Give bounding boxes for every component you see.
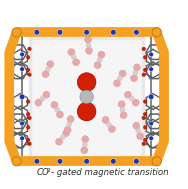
Ellipse shape bbox=[152, 157, 161, 166]
Ellipse shape bbox=[149, 136, 153, 141]
Ellipse shape bbox=[102, 116, 109, 123]
Ellipse shape bbox=[82, 142, 87, 147]
Ellipse shape bbox=[149, 52, 153, 57]
Ellipse shape bbox=[60, 135, 65, 140]
Ellipse shape bbox=[45, 67, 50, 72]
Ellipse shape bbox=[118, 101, 125, 108]
Ellipse shape bbox=[148, 94, 154, 100]
Ellipse shape bbox=[28, 73, 31, 77]
Ellipse shape bbox=[114, 80, 121, 87]
Ellipse shape bbox=[55, 107, 60, 112]
Ellipse shape bbox=[81, 147, 88, 154]
Ellipse shape bbox=[108, 125, 115, 132]
Ellipse shape bbox=[26, 100, 30, 103]
Ellipse shape bbox=[142, 47, 146, 51]
Ellipse shape bbox=[117, 76, 122, 81]
Ellipse shape bbox=[133, 64, 140, 71]
Ellipse shape bbox=[34, 29, 40, 35]
Ellipse shape bbox=[20, 67, 24, 71]
Ellipse shape bbox=[56, 111, 64, 118]
Ellipse shape bbox=[80, 90, 93, 104]
Ellipse shape bbox=[142, 73, 146, 77]
Ellipse shape bbox=[26, 112, 30, 116]
Ellipse shape bbox=[143, 138, 147, 142]
Ellipse shape bbox=[133, 122, 140, 129]
Ellipse shape bbox=[82, 136, 89, 143]
Ellipse shape bbox=[120, 112, 127, 119]
Ellipse shape bbox=[143, 125, 147, 129]
Ellipse shape bbox=[71, 55, 76, 60]
Ellipse shape bbox=[68, 49, 75, 56]
Ellipse shape bbox=[55, 138, 63, 145]
Ellipse shape bbox=[26, 125, 30, 129]
Ellipse shape bbox=[20, 121, 24, 126]
Ellipse shape bbox=[106, 122, 111, 127]
Ellipse shape bbox=[20, 136, 24, 141]
Ellipse shape bbox=[137, 133, 144, 140]
Ellipse shape bbox=[47, 60, 54, 68]
Ellipse shape bbox=[86, 43, 91, 48]
Ellipse shape bbox=[120, 107, 125, 112]
Ellipse shape bbox=[73, 59, 80, 66]
Ellipse shape bbox=[43, 91, 50, 98]
Ellipse shape bbox=[84, 159, 89, 164]
Ellipse shape bbox=[42, 71, 49, 78]
Ellipse shape bbox=[12, 28, 21, 37]
Ellipse shape bbox=[85, 47, 92, 54]
Ellipse shape bbox=[152, 28, 161, 37]
Ellipse shape bbox=[124, 91, 131, 98]
Ellipse shape bbox=[111, 159, 116, 164]
Ellipse shape bbox=[98, 51, 105, 58]
Ellipse shape bbox=[64, 126, 71, 133]
Ellipse shape bbox=[143, 100, 147, 103]
FancyBboxPatch shape bbox=[30, 38, 143, 158]
Ellipse shape bbox=[77, 102, 96, 121]
Ellipse shape bbox=[143, 112, 147, 116]
Text: CO: CO bbox=[37, 168, 50, 177]
Ellipse shape bbox=[19, 94, 25, 100]
Ellipse shape bbox=[28, 116, 31, 120]
Ellipse shape bbox=[134, 159, 139, 164]
Ellipse shape bbox=[84, 29, 89, 35]
Ellipse shape bbox=[142, 142, 146, 146]
Ellipse shape bbox=[26, 56, 30, 59]
Ellipse shape bbox=[142, 116, 146, 120]
Ellipse shape bbox=[26, 138, 30, 142]
Ellipse shape bbox=[35, 99, 42, 106]
Ellipse shape bbox=[143, 68, 147, 72]
Ellipse shape bbox=[57, 159, 63, 164]
Ellipse shape bbox=[20, 52, 24, 57]
Ellipse shape bbox=[97, 57, 102, 63]
Ellipse shape bbox=[94, 62, 101, 69]
Ellipse shape bbox=[132, 99, 139, 106]
Ellipse shape bbox=[134, 29, 139, 35]
Ellipse shape bbox=[12, 157, 21, 166]
Ellipse shape bbox=[40, 96, 45, 101]
Ellipse shape bbox=[149, 121, 153, 126]
Ellipse shape bbox=[28, 47, 31, 51]
Ellipse shape bbox=[143, 56, 147, 59]
Ellipse shape bbox=[63, 129, 70, 137]
Ellipse shape bbox=[67, 115, 74, 123]
Text: - gated magnetic transition: - gated magnetic transition bbox=[51, 168, 168, 177]
Text: 2: 2 bbox=[47, 168, 51, 174]
Ellipse shape bbox=[67, 122, 72, 127]
Ellipse shape bbox=[34, 159, 40, 164]
Ellipse shape bbox=[133, 70, 138, 75]
Ellipse shape bbox=[130, 75, 138, 82]
Ellipse shape bbox=[51, 101, 58, 108]
Ellipse shape bbox=[136, 128, 141, 133]
Ellipse shape bbox=[77, 73, 96, 91]
Ellipse shape bbox=[129, 96, 134, 101]
Ellipse shape bbox=[26, 68, 30, 72]
Ellipse shape bbox=[111, 29, 116, 35]
Ellipse shape bbox=[149, 67, 153, 71]
Ellipse shape bbox=[57, 29, 63, 35]
Ellipse shape bbox=[119, 70, 126, 77]
Ellipse shape bbox=[28, 142, 31, 146]
Ellipse shape bbox=[84, 36, 92, 43]
